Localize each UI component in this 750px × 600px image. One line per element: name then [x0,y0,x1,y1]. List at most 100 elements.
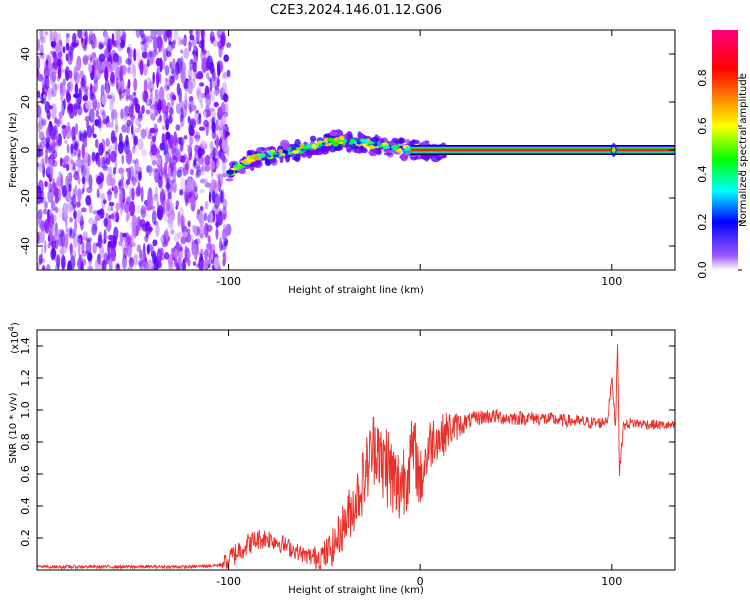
noise-blob [77,176,81,185]
noise-blob [96,175,102,185]
noise-blob [113,235,117,248]
noise-blob [203,110,207,118]
signal-core [361,143,367,147]
noise-blob [89,91,94,101]
noise-blob [179,100,185,107]
noise-blob [184,92,188,107]
noise-blob [74,123,79,135]
signal-halo [280,139,290,148]
noise-blob [90,71,94,80]
signal-core [306,143,311,148]
noise-blob [141,44,145,52]
signal-core [395,149,401,153]
noise-blob [85,239,92,255]
noise-blob [52,51,57,61]
signal-core [278,149,283,153]
noise-blob [109,258,113,270]
noise-blob [95,138,99,149]
noise-blob [64,189,72,203]
noise-blob [121,30,126,40]
signal-core [324,137,329,142]
noise-blob [133,48,137,62]
noise-blob [188,95,194,102]
noise-blob [72,162,76,170]
noise-blob [67,49,74,56]
noise-blob [44,180,48,188]
noise-blob [80,261,84,270]
signal-core [377,140,381,146]
noise-blob [216,160,221,169]
noise-blob [187,144,192,153]
noise-blob [187,81,193,95]
colorbar-tick-label: 0.4 [696,165,709,183]
noise-blob [74,83,79,95]
signal-halo [294,139,301,148]
noise-blob [47,243,51,249]
noise-blob [64,139,68,145]
signal-core [369,145,375,150]
noise-blob [179,141,184,152]
noise-blob [149,87,153,104]
noise-blob [200,30,205,39]
noise-blob [201,57,208,73]
noise-blob [165,30,172,38]
noise-blob [168,40,172,46]
noise-blob [135,30,141,39]
noise-blob [47,235,51,242]
noise-blob [64,155,70,162]
noise-blob [180,236,187,245]
noise-blob [80,86,86,93]
noise-blob [54,222,59,239]
signal-halo [333,145,343,151]
noise-blob [37,38,41,52]
noise-blob [46,165,53,175]
noise-blob [135,162,140,175]
noise-blob [209,159,216,171]
noise-blob [54,83,59,91]
noise-blob [96,101,101,110]
noise-blob [214,193,220,209]
signal-core [235,166,240,170]
noise-blob [120,108,124,120]
noise-blob [88,34,91,45]
noise-blob [129,165,135,182]
noise-blob [66,82,72,91]
noise-blob [195,73,200,80]
noise-blob [111,255,116,263]
noise-blob [174,73,179,80]
noise-blob [58,117,62,126]
noise-blob [175,205,178,210]
noise-blob [96,242,100,247]
noise-blob [37,144,41,158]
noise-blob [109,92,115,105]
noise-blob [138,171,142,181]
noise-blob [115,117,118,132]
noise-blob [105,137,110,147]
noise-blob [222,198,228,210]
noise-blob [211,130,217,140]
noise-blob [102,41,109,46]
noise-blob [67,70,73,79]
noise-blob [118,179,124,192]
noise-blob [65,227,70,232]
noise-blob [37,179,44,195]
noise-blob [37,231,40,245]
noise-blob [217,40,224,49]
noise-blob [165,227,169,240]
noise-blob [85,195,92,206]
noise-blob [74,184,78,197]
noise-blob [190,195,196,212]
figure-title: C2E3.2024.146.01.12.G06 [270,3,442,18]
noise-blob [91,223,98,236]
noise-blob [107,234,114,241]
noise-blob [187,67,193,81]
noise-blob [117,30,121,42]
noise-blob [76,237,82,244]
noise-blob [50,90,55,98]
noise-blob [139,59,144,76]
noise-blob [199,178,206,184]
signal-core [273,154,280,158]
noise-blob [146,244,150,255]
noise-blob [48,209,53,216]
noise-blob [123,111,128,122]
